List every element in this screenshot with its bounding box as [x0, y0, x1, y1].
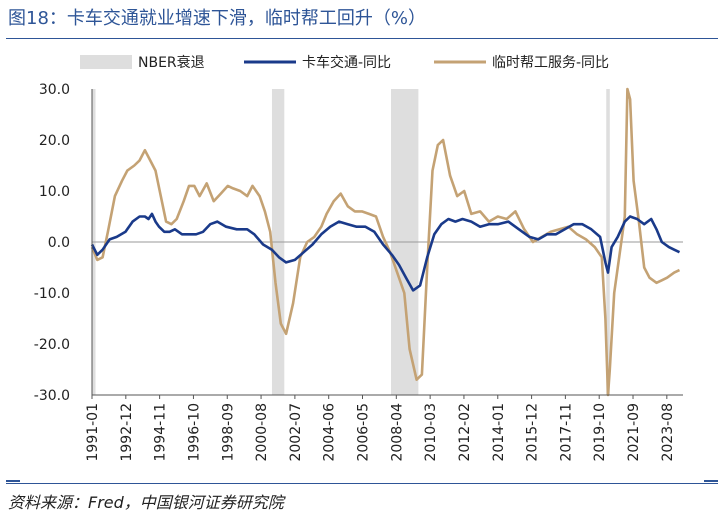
x-tick-label: 1991-01 — [85, 403, 101, 462]
x-tick-label: 2017-11 — [558, 403, 574, 462]
y-tick-label: 0.0 — [48, 235, 70, 251]
y-tick-label: -10.0 — [34, 286, 70, 302]
x-tick-label: 1998-09 — [220, 403, 236, 462]
title-divider — [6, 38, 718, 39]
x-tick-label: 2014-01 — [491, 403, 507, 462]
x-tick-label: 1996-10 — [186, 403, 202, 462]
footer-right-tick — [704, 480, 718, 482]
x-tick-label: 2023-08 — [660, 403, 676, 462]
y-tick-label: 10.0 — [39, 184, 70, 200]
footer-divider — [6, 483, 718, 484]
source-note: 资料来源：Fred，中国银河证券研究院 — [8, 493, 284, 512]
legend-label-temp-help: 临时帮工服务-同比 — [492, 55, 609, 71]
legend-swatch-recession — [80, 55, 132, 69]
x-tick-label: 2021-09 — [626, 403, 642, 462]
x-tick-label: 2012-02 — [457, 403, 473, 462]
y-tick-label: -20.0 — [34, 337, 70, 353]
footer-left-tick — [6, 480, 20, 482]
x-tick-label: 2004-06 — [322, 403, 338, 462]
series-line-temp-help — [90, 87, 681, 397]
legend-label-recession: NBER衰退 — [138, 54, 205, 71]
x-tick-label: 2015-12 — [525, 403, 541, 462]
x-tick-label: 2010-03 — [423, 403, 439, 462]
x-axis-ticks: 1991-01 1992-12 1994-11 1996-10 1998-09 2000-… — [85, 395, 676, 462]
x-tick-label: 1992-12 — [119, 403, 135, 462]
y-axis-ticks: 30.0 20.0 10.0 0.0 -10.0 -20.0 -30.0 — [34, 82, 70, 404]
legend: NBER衰退 卡车交通-同比 临时帮工服务-同比 — [80, 54, 609, 71]
y-tick-label: -30.0 — [34, 388, 70, 404]
chart-title: 图18：卡车交通就业增速下滑，临时帮工回升（%） — [8, 8, 427, 29]
x-tick-label: 2006-05 — [356, 403, 372, 462]
legend-label-truck: 卡车交通-同比 — [302, 54, 391, 71]
x-tick-label: 2000-08 — [254, 403, 270, 462]
series-line-truck — [90, 212, 681, 292]
x-tick-label: 2008-04 — [389, 403, 405, 462]
x-tick-label: 2002-07 — [288, 403, 304, 462]
x-tick-label: 2019-10 — [592, 403, 608, 462]
series-lines — [90, 87, 681, 397]
x-tick-label: 1994-11 — [153, 403, 169, 462]
y-tick-label: 30.0 — [39, 82, 70, 98]
axes — [91, 89, 683, 396]
y-tick-label: 20.0 — [39, 133, 70, 149]
